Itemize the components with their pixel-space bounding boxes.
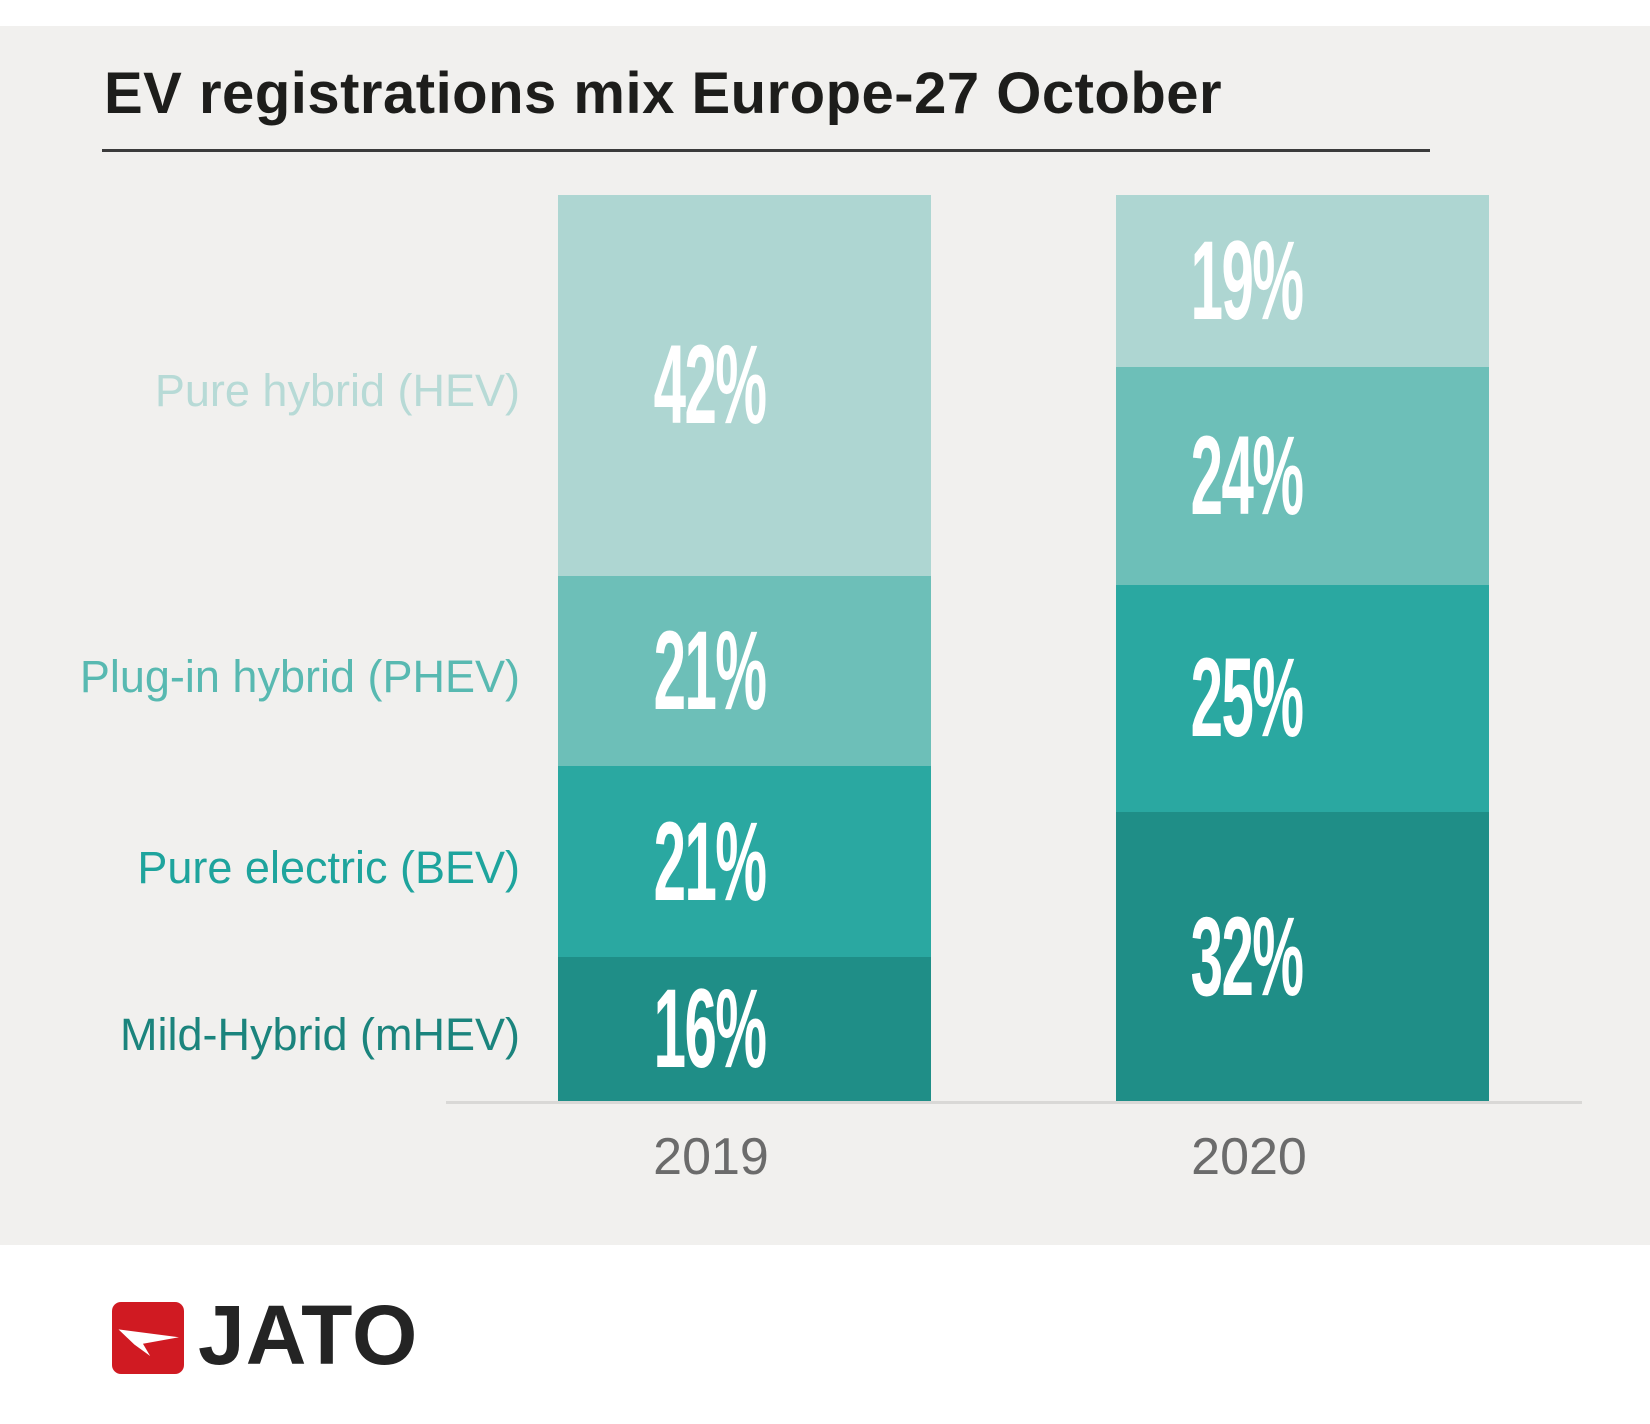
value-label: 42% (654, 322, 767, 448)
value-label: 21% (654, 798, 767, 924)
value-label: 32% (1191, 893, 1304, 1019)
bar-segment: 25% (1116, 585, 1489, 812)
value-label: 19% (1191, 218, 1304, 344)
category-label-pure-electric: Pure electric (BEV) (137, 841, 520, 893)
x-axis-label-2020: 2020 (1191, 1128, 1307, 1186)
chart-title: EV registrations mix Europe-27 October (104, 61, 1223, 126)
x-axis-line (446, 1101, 1582, 1104)
bar-segment: 21% (558, 766, 931, 957)
value-label: 16% (654, 966, 767, 1092)
bar-segment: 19% (1116, 195, 1489, 368)
value-label: 24% (1191, 413, 1304, 539)
category-label-pure-hybrid: Pure hybrid (HEV) (154, 365, 520, 417)
value-label: 21% (654, 608, 767, 734)
bar-segment: 42% (558, 195, 931, 576)
bar-segment: 21% (558, 575, 931, 767)
jato-arrow-icon (118, 1329, 179, 1356)
title-underline (102, 149, 1430, 152)
bar-segment: 32% (1116, 811, 1489, 1102)
value-label: 25% (1191, 635, 1304, 761)
brand-name: JATO (198, 1288, 419, 1382)
stacked-bar-2020: 19% 24% 25% 32% (1116, 195, 1489, 1102)
category-label-mild-hybrid: Mild-Hybrid (mHEV) (119, 1009, 520, 1061)
bar-segment: 16% (558, 956, 931, 1102)
category-label-plugin-hybrid: Plug-in hybrid (PHEV) (79, 651, 520, 703)
footer-bar: JATO (0, 1245, 1650, 1424)
x-axis-label-2019: 2019 (653, 1128, 769, 1186)
top-white-strip (0, 0, 1650, 26)
jato-logo (112, 1302, 184, 1374)
stacked-bar-2019: 42% 21% 21% 16% (558, 195, 931, 1102)
bar-segment: 24% (1116, 367, 1489, 585)
